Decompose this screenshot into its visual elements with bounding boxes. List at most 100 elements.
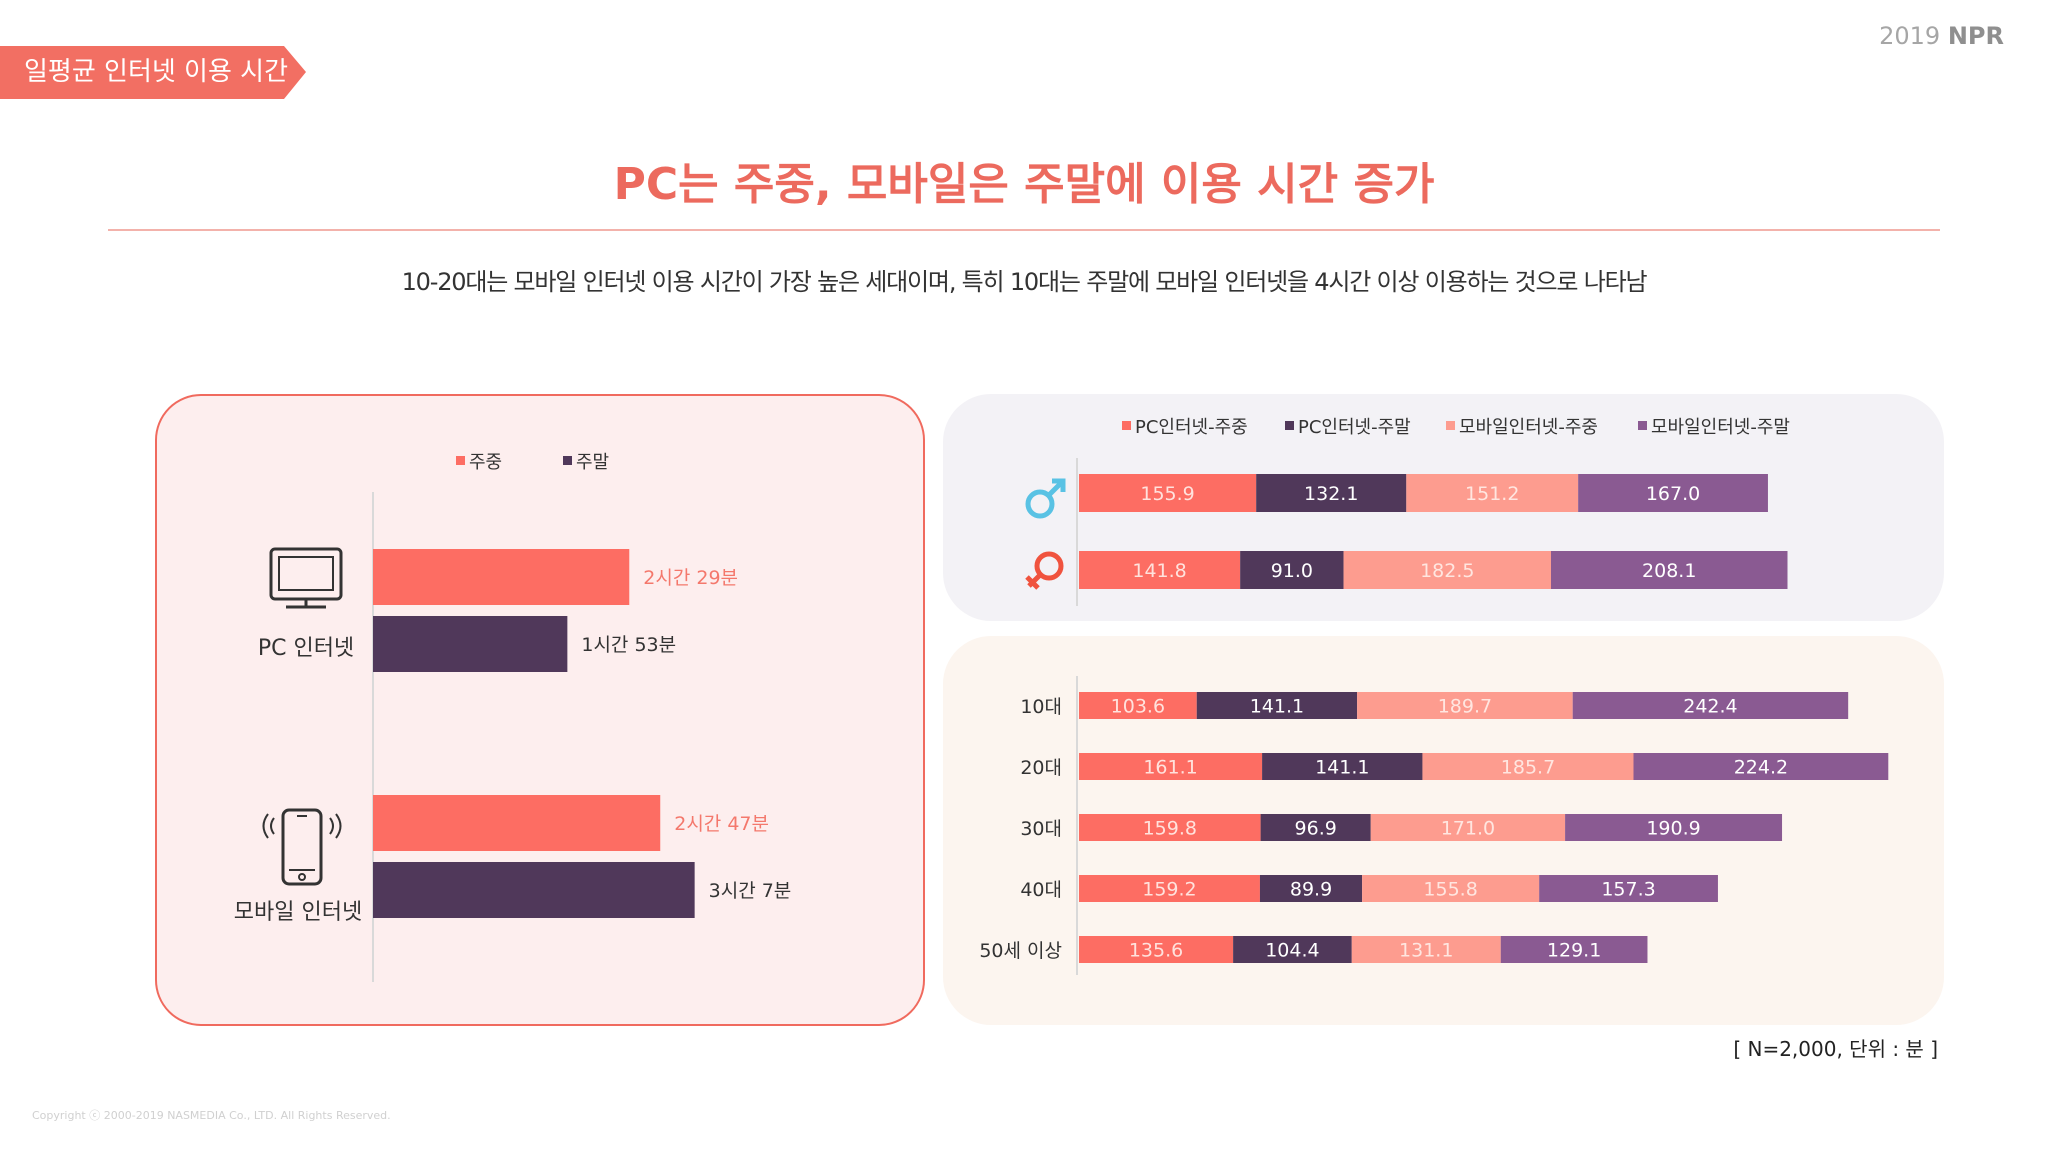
left-bar-label-1-0: 2시간 47분 [674,813,769,835]
age-bar-4-2 [1351,936,1501,963]
male-icon [1025,478,1066,519]
section-tag: 일평균 인터넷 이용 시간 [0,46,306,99]
left-bar-label-1-1: 3시간 7분 [709,880,792,902]
age-value-0-3: 242.4 [1683,696,1737,718]
age-value-2-3: 190.9 [1646,818,1700,840]
page-headline: PC는 주중, 모바일은 주말에 이용 시간 증가 [613,159,1435,210]
age-bar-4-1 [1233,936,1352,963]
age-category-label-0: 10대 [1020,696,1062,718]
age-category-label-2: 30대 [1020,818,1062,840]
age-value-3-3: 157.3 [1601,879,1655,901]
unit-note: [ N=2,000, 단위 : 분 ] [1733,1037,1938,1061]
left-bar-1-1 [373,862,695,918]
age-bar-3-3 [1539,875,1718,902]
age-value-4-0: 135.6 [1129,940,1183,962]
left-chart: 주중 주말 2시간 29분 1시간 53분 2시간 47분 3시간 7분 [373,452,791,918]
gender-value-0-2: 151.2 [1465,483,1519,505]
headline-divider [108,229,1940,231]
gender-value-1-3: 208.1 [1642,560,1696,582]
left-bar-0-1 [373,616,568,672]
gender-bar-0-3 [1578,474,1768,512]
age-chart: 103.6 141.1 189.7 242.4 161.1 141.1 185.7 224.2… [979,692,1889,963]
age-bar-1-0 [1079,753,1263,780]
gender-legend-label-3: 모바일인터넷-주말 [1651,417,1790,438]
left-legend-swatch-1 [563,456,572,465]
gender-legend-swatch-1 [1285,421,1294,430]
age-bar-3-2 [1362,875,1540,902]
age-category-label-1: 20대 [1020,757,1062,779]
page-subline: 10-20대는 모바일 인터넷 이용 시간이 가장 높은 세대이며, 특히 10… [401,268,1648,296]
monitor-icon [269,547,343,609]
age-bar-2-2 [1370,814,1566,841]
age-bar-1-3 [1633,753,1889,780]
age-category-label-4: 50세 이상 [979,940,1062,962]
left-bar-0-0 [373,549,630,605]
gender-value-1-2: 182.5 [1420,560,1474,582]
left-legend-label-1: 주말 [576,452,609,473]
gender-bar-0-2 [1406,474,1579,512]
left-bar-label-0-1: 1시간 53분 [581,634,676,656]
age-value-3-1: 89.9 [1290,879,1332,901]
pc-category-label: PC 인터넷 [258,636,354,661]
age-bar-2-0 [1079,814,1261,841]
gender-value-0-1: 132.1 [1304,483,1358,505]
brand-label: 2019 NPR [1879,22,2004,50]
age-value-1-3: 224.2 [1734,757,1788,779]
age-value-1-0: 161.1 [1143,757,1197,779]
gender-bar-0-0 [1079,474,1257,512]
gender-bar-1-3 [1550,551,1788,589]
left-legend-swatch-0 [456,456,465,465]
age-value-4-2: 131.1 [1399,940,1453,962]
left-legend-label-0: 주중 [469,452,502,473]
copyright-text: Copyright ⓒ 2000-2019 NASMEDIA Co., LTD.… [32,1109,391,1122]
age-value-0-0: 103.6 [1111,696,1165,718]
age-bar-0-3 [1572,692,1849,719]
left-chart-panel [155,394,925,1026]
age-value-0-1: 141.1 [1250,696,1304,718]
age-bar-3-1 [1259,875,1363,902]
age-value-4-1: 104.4 [1265,940,1319,962]
left-bar-label-0-0: 2시간 29분 [643,567,738,589]
age-bar-4-3 [1500,936,1648,963]
gender-legend-label-1: PC인터넷-주말 [1298,417,1411,438]
gender-legend-swatch-3 [1638,421,1647,430]
age-bar-2-3 [1565,814,1783,841]
gender-bar-1-0 [1079,551,1241,589]
age-value-2-0: 159.8 [1143,818,1197,840]
gender-bar-1-2 [1343,551,1551,589]
gender-legend-label-0: PC인터넷-주중 [1135,417,1248,438]
age-value-3-0: 159.2 [1142,879,1196,901]
smartphone-icon [262,808,342,886]
brand-name: NPR [1947,22,2004,50]
age-bar-3-0 [1079,875,1260,902]
gender-value-1-0: 141.8 [1132,560,1186,582]
female-icon [1025,551,1064,590]
age-bar-1-2 [1422,753,1634,780]
age-value-1-1: 141.1 [1315,757,1369,779]
gender-bar-0-1 [1256,474,1407,512]
age-bar-4-0 [1079,936,1234,963]
brand-year: 2019 [1879,22,1941,50]
age-value-3-2: 155.8 [1423,879,1477,901]
age-bar-0-2 [1357,692,1573,719]
gender-value-1-1: 91.0 [1271,560,1313,582]
mobile-category-label: 모바일 인터넷 [234,900,362,925]
gender-legend-swatch-0 [1122,421,1131,430]
gender-chart: 155.9 132.1 151.2 167.0 141.8 91.0 182.5 208.1 P… [1079,417,1790,589]
gender-value-0-0: 155.9 [1140,483,1194,505]
age-bar-0-1 [1196,692,1358,719]
age-bar-2-1 [1260,814,1371,841]
age-value-2-2: 171.0 [1441,818,1495,840]
age-bar-1-1 [1262,753,1423,780]
left-bar-1-0 [373,795,661,851]
age-value-2-1: 96.9 [1295,818,1337,840]
gender-bar-1-1 [1240,551,1344,589]
gender-legend-label-2: 모바일인터넷-주중 [1459,417,1598,438]
age-category-label-3: 40대 [1020,879,1062,901]
gender-value-0-3: 167.0 [1646,483,1700,505]
age-bar-0-0 [1079,692,1197,719]
age-value-0-2: 189.7 [1438,696,1492,718]
gender-legend-swatch-2 [1446,421,1455,430]
age-value-4-3: 129.1 [1547,940,1601,962]
